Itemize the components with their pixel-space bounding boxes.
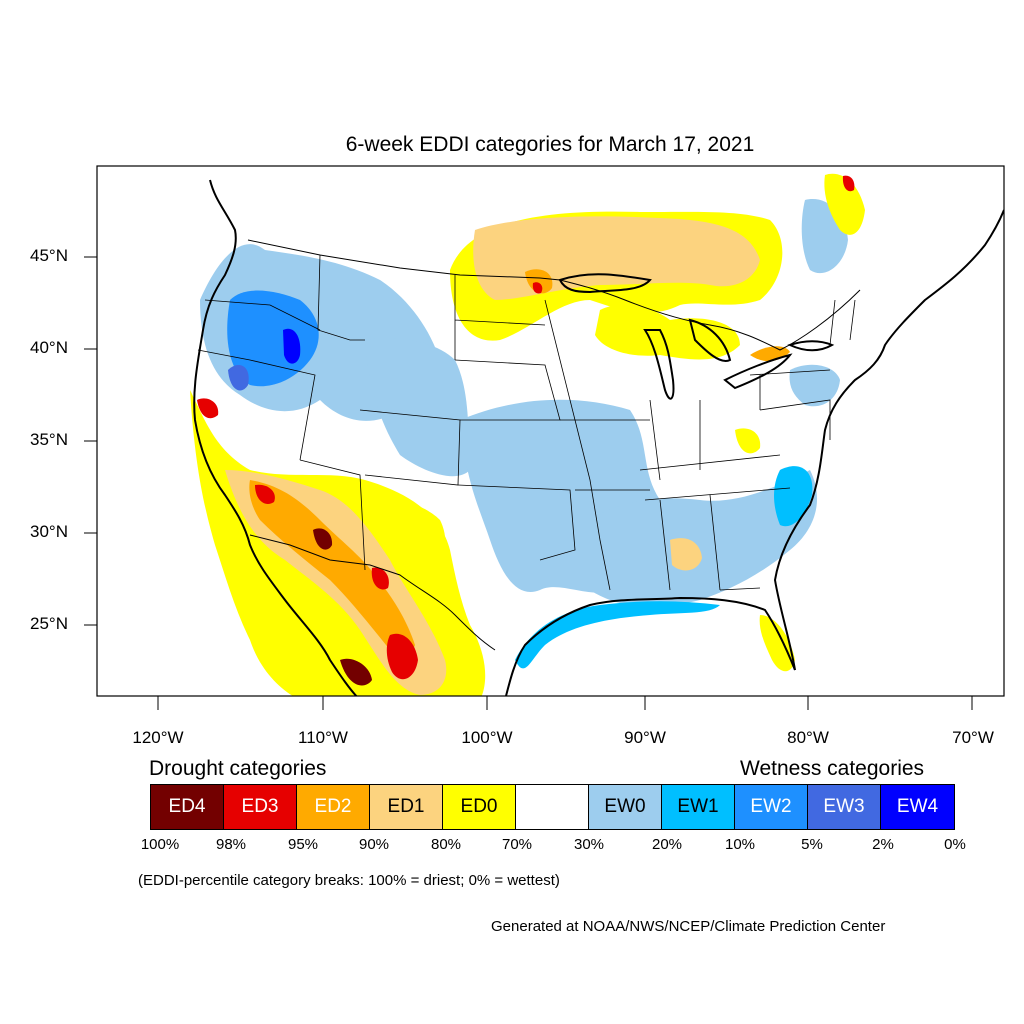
legend-ed2: ED2 <box>297 785 370 829</box>
pct-break-10: 10% <box>724 836 756 853</box>
drought-region-texas-d3 <box>371 567 389 590</box>
legend-ed4: ED4 <box>151 785 224 829</box>
pct-break-5: 5% <box>801 836 823 853</box>
state-line-nebraska-kansas <box>454 359 561 421</box>
state-line-colorado <box>359 409 461 486</box>
pct-break-2: 2% <box>872 836 894 853</box>
lake-ontario <box>787 340 835 352</box>
lon-label-90: 90°W <box>624 728 666 747</box>
wet-region-gulf-coast <box>515 601 720 669</box>
lake-erie <box>723 353 793 390</box>
legend-ew2: EW2 <box>735 785 808 829</box>
drought-region-north-central-d2 <box>525 269 553 294</box>
state-line-nevada <box>249 359 316 461</box>
legend-ew1: EW1 <box>662 785 735 829</box>
map-title: 6-week EDDI categories for March 17, 202… <box>345 133 755 156</box>
lat-label-35: 35°N <box>30 430 68 449</box>
wet-region-northeast <box>789 364 840 407</box>
legend-ew0: EW0 <box>589 785 662 829</box>
drought-region-north-central-d3 <box>532 282 543 294</box>
lat-label-40: 40°N <box>30 338 68 357</box>
state-line-dakotas <box>454 275 546 360</box>
drought-region-ohio-valley <box>735 428 761 454</box>
wet-region-northwest-peak <box>283 328 301 364</box>
pct-break-80: 80% <box>430 836 462 853</box>
lat-label-45: 45°N <box>30 246 68 265</box>
state-line-illinois-indiana <box>649 399 701 481</box>
coastline-east <box>773 209 1004 671</box>
boundaries <box>193 179 1004 696</box>
wet-region-carolina-coast <box>774 466 813 527</box>
lat-label-30: 30°N <box>30 522 68 541</box>
state-line-missouri-arkansas <box>560 419 650 491</box>
lon-label-120: 120°W <box>132 728 184 747</box>
drought-categories-heading: Drought categories <box>149 757 327 780</box>
lat-label-25: 25°N <box>30 614 68 633</box>
coastline-gulf <box>504 596 796 696</box>
pct-break-100: 100% <box>140 836 180 853</box>
state-line-virginia <box>759 399 831 440</box>
drought-region-great-lakes <box>595 304 740 360</box>
lon-label-100: 100°W <box>461 728 513 747</box>
wet-region-southeast <box>590 470 818 607</box>
lake-superior <box>558 273 652 294</box>
credit-line: Generated at NOAA/NWS/NCEP/Climate Predi… <box>491 918 886 935</box>
state-line-idaho-montana <box>317 254 365 341</box>
legend-ew3: EW3 <box>808 785 881 829</box>
wet-region-northwest-edge <box>228 365 249 391</box>
us-mexico-border <box>249 534 496 651</box>
drought-region-new-brunswick-d3 <box>842 175 855 192</box>
pct-break-90: 90% <box>358 836 390 853</box>
legend-neutral <box>516 785 589 829</box>
state-line-mississippi-river <box>544 299 611 591</box>
drought-region-alabama <box>670 538 702 571</box>
wetness-categories-heading: Wetness categories <box>740 757 925 780</box>
drought-region-mexico-d4 <box>340 658 372 686</box>
drought-region-arizona-d3 <box>255 484 275 505</box>
drought-region-colorado <box>370 498 446 570</box>
lake-michigan <box>643 329 675 400</box>
category-legend: ED4 ED3 ED2 ED1 ED0 EW0 EW1 EW2 EW3 EW4 <box>150 784 955 830</box>
legend-ew4: EW4 <box>881 785 954 829</box>
state-line-oklahoma-texas <box>457 484 576 561</box>
drought-region-california-d3 <box>197 398 219 419</box>
state-line-utah-arizona <box>299 459 366 571</box>
drought-region-southwest-d2 <box>249 480 415 657</box>
lon-label-80: 80°W <box>787 728 829 747</box>
legend-ed0: ED0 <box>443 785 516 829</box>
wetness-regions <box>200 199 848 669</box>
legend-ed1: ED1 <box>370 785 443 829</box>
legend-ed3: ED3 <box>224 785 297 829</box>
wet-region-rockies <box>365 338 470 477</box>
category-note: (EDDI-percentile category breaks: 100% =… <box>138 872 560 889</box>
pct-break-0: 0% <box>944 836 966 853</box>
drought-region-new-brunswick <box>824 173 865 235</box>
drought-region-mexico-d3 <box>386 633 418 680</box>
pct-break-95: 95% <box>287 836 319 853</box>
drought-region-arizona-d4 <box>313 528 333 550</box>
state-line-tennessee-kentucky <box>639 454 791 501</box>
pct-break-20: 20% <box>651 836 683 853</box>
axis-ticks <box>84 256 973 710</box>
pct-break-98: 98% <box>215 836 247 853</box>
state-line-oregon-washington <box>197 299 321 361</box>
eddi-map <box>84 165 1005 710</box>
coastline-west <box>193 179 358 696</box>
state-line-alabama-georgia <box>659 494 761 591</box>
lake-huron <box>688 318 732 362</box>
map-frame <box>96 165 1005 697</box>
drought-region-florida <box>759 615 795 672</box>
map-content <box>190 173 1004 696</box>
state-boundaries <box>197 254 856 591</box>
lon-label-110: 110°W <box>298 728 348 747</box>
pct-break-30: 30% <box>573 836 605 853</box>
state-line-pennsylvania <box>749 369 831 410</box>
state-line-new-england <box>829 299 856 346</box>
pct-break-70: 70% <box>501 836 533 853</box>
lon-label-70: 70°W <box>952 728 994 747</box>
